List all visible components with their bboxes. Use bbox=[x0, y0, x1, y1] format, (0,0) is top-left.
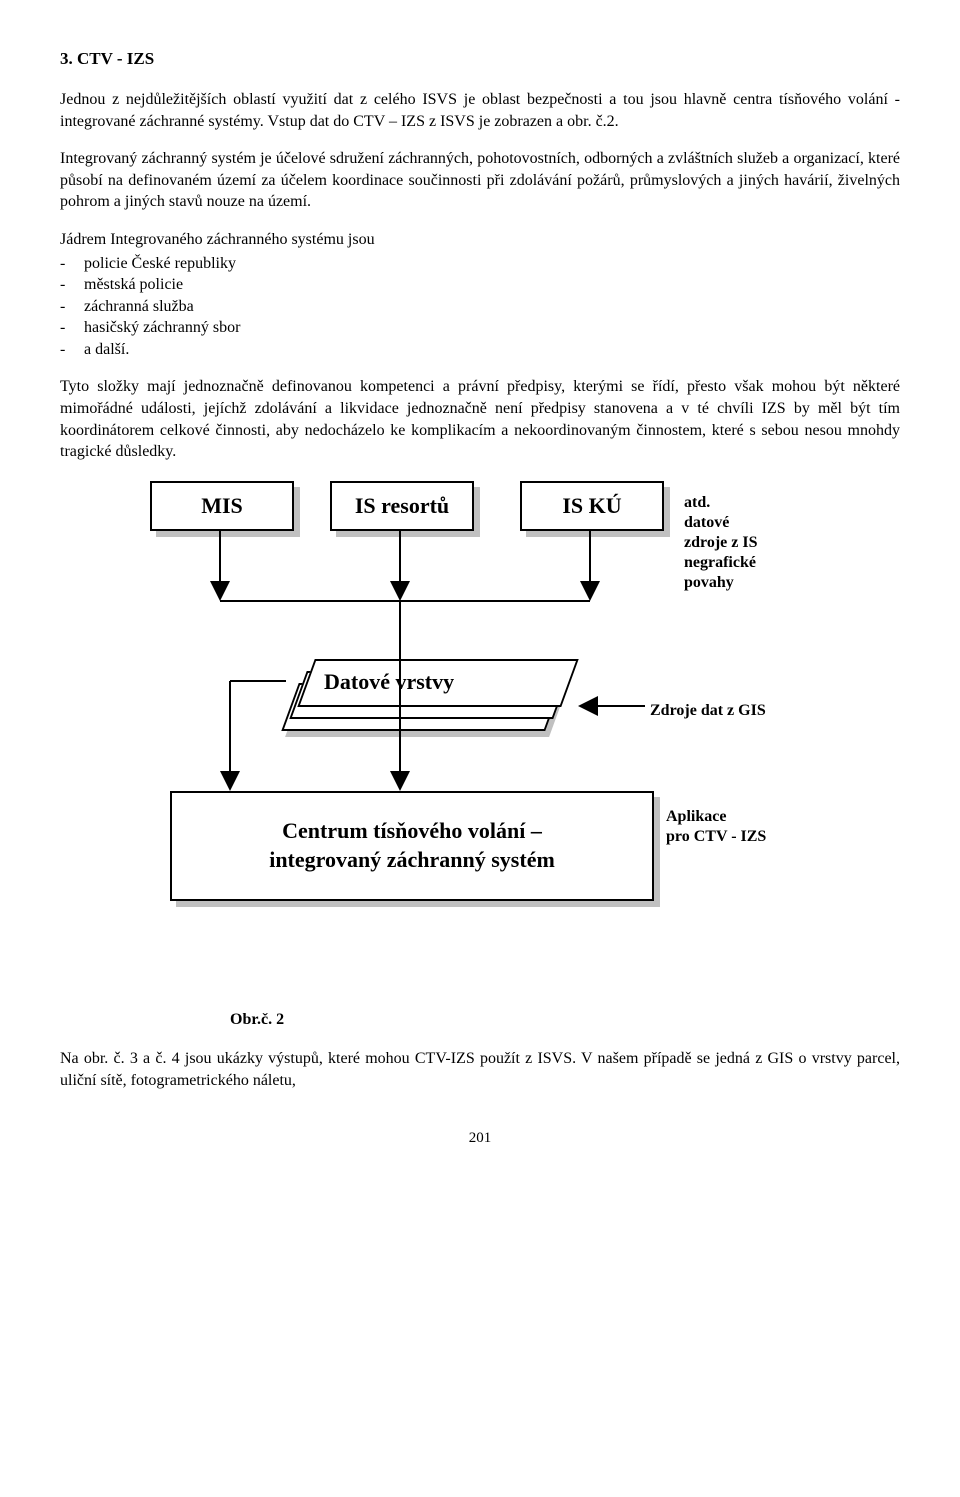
list-item: hasičský záchranný sbor bbox=[60, 317, 900, 339]
diagram-box-ctv-izs: Centrum tísňového volání –integrovaný zá… bbox=[170, 791, 654, 901]
diagram-box-is-ku: IS KÚ bbox=[520, 481, 664, 531]
diagram-label-aplikace: Aplikacepro CTV - IZS bbox=[666, 807, 816, 847]
paragraph-1: Jednou z nejdůležitějších oblastí využit… bbox=[60, 89, 900, 132]
paragraph-2: Integrovaný záchranný systém je účelové … bbox=[60, 148, 900, 213]
paragraph-3: Tyto složky mají jednoznačně definovanou… bbox=[60, 376, 900, 462]
section-heading: 3. CTV - IZS bbox=[60, 48, 900, 71]
list-item: policie České republiky bbox=[60, 253, 900, 275]
page-number: 201 bbox=[60, 1128, 900, 1148]
flow-diagram: MIS IS resortů IS KÚ atd.datovézdroje z … bbox=[90, 481, 830, 1001]
closing-paragraph: Na obr. č. 3 a č. 4 jsou ukázky výstupů,… bbox=[60, 1048, 900, 1091]
list-item: záchranná služba bbox=[60, 296, 900, 318]
diagram-label-top-right: atd.datovézdroje z ISnegraficképovahy bbox=[684, 493, 814, 593]
list-item: a další. bbox=[60, 339, 900, 361]
bullet-list: policie České republiky městská policie … bbox=[60, 253, 900, 361]
diagram-label-gis: Zdroje dat z GIS bbox=[650, 701, 766, 721]
figure-caption: Obr.č. 2 bbox=[230, 1009, 900, 1031]
diagram-layers-label: Datové vrstvy bbox=[324, 667, 454, 697]
list-item: městská policie bbox=[60, 274, 900, 296]
list-intro: Jádrem Integrovaného záchranného systému… bbox=[60, 229, 900, 251]
diagram-box-is-resortu: IS resortů bbox=[330, 481, 474, 531]
diagram-box-mis: MIS bbox=[150, 481, 294, 531]
